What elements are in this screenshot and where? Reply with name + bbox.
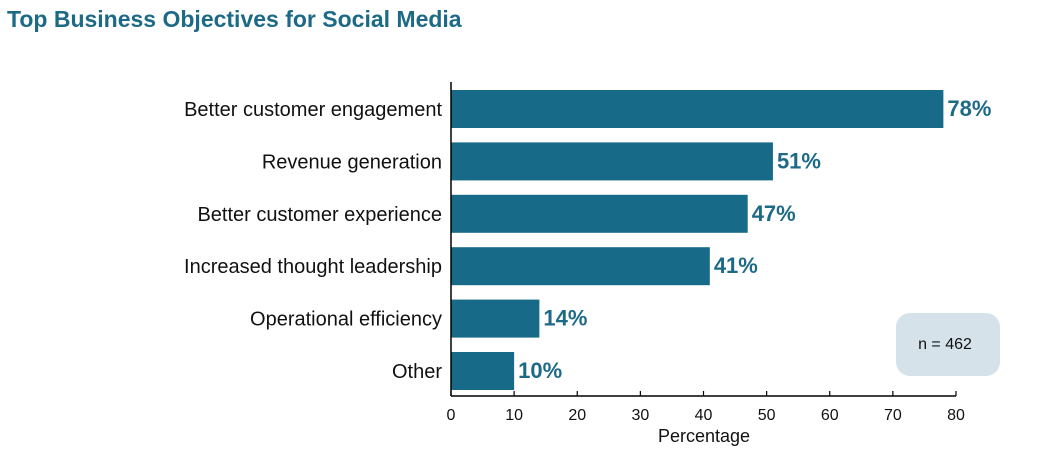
x-tick-label-30: 30	[631, 407, 649, 424]
sample-size-label: n = 462	[918, 336, 972, 353]
bar-increased-thought-leadership	[451, 247, 710, 286]
value-label-operational-efficiency: 14%	[543, 306, 587, 331]
category-label-better-customer-engagement: Better customer engagement	[184, 99, 442, 121]
x-tick-label-0: 0	[447, 407, 456, 424]
bar-better-customer-experience	[451, 194, 748, 233]
category-label-revenue-generation: Revenue generation	[262, 151, 442, 173]
value-labels: 78% 51% 47% 41% 14% 10%	[518, 96, 991, 383]
bar-revenue-generation	[451, 142, 773, 181]
x-axis-title: Percentage	[658, 426, 750, 446]
x-tick-label-40: 40	[695, 407, 713, 424]
sample-size-note: n = 462	[896, 313, 1000, 376]
x-ticks: 0 10 20 30 40 50 60 70 80	[447, 391, 965, 424]
x-tick-label-70: 70	[884, 407, 902, 424]
value-label-better-customer-engagement: 78%	[947, 96, 991, 121]
axes-group	[450, 82, 956, 397]
value-label-better-customer-experience: 47%	[752, 201, 796, 226]
x-tick-label-60: 60	[821, 407, 839, 424]
chart-title: Top Business Objectives for Social Media	[7, 6, 462, 32]
category-label-increased-thought-leadership: Increased thought leadership	[184, 256, 442, 278]
category-label-better-customer-experience: Better customer experience	[197, 204, 442, 226]
value-label-increased-thought-leadership: 41%	[714, 253, 758, 278]
x-tick-label-80: 80	[947, 407, 965, 424]
bar-better-customer-engagement	[451, 90, 944, 128]
bar-other	[451, 352, 515, 390]
sample-size-box	[896, 313, 1000, 376]
category-label-other: Other	[392, 361, 442, 383]
bar-operational-efficiency	[451, 299, 540, 338]
value-label-revenue-generation: 51%	[777, 148, 821, 173]
bars-group	[451, 90, 944, 390]
x-tick-label-10: 10	[505, 407, 523, 424]
category-label-operational-efficiency: Operational efficiency	[250, 309, 442, 331]
category-labels: Better customer engagement Revenue genera…	[184, 99, 442, 383]
x-tick-label-50: 50	[758, 407, 776, 424]
x-tick-label-20: 20	[568, 407, 586, 424]
value-label-other: 10%	[518, 358, 562, 383]
